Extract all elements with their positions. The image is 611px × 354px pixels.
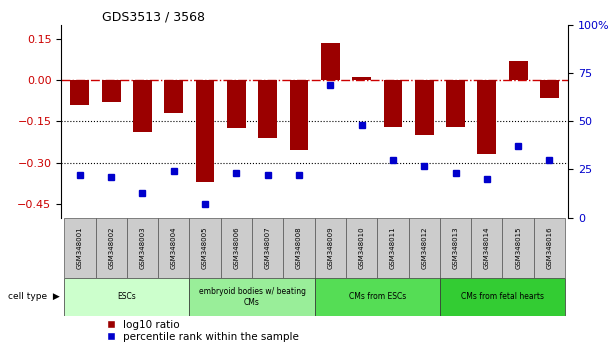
Text: GSM348003: GSM348003: [139, 226, 145, 269]
FancyBboxPatch shape: [346, 218, 377, 278]
FancyBboxPatch shape: [189, 278, 315, 316]
Text: GSM348012: GSM348012: [421, 226, 427, 269]
Bar: [384, 80, 402, 127]
FancyBboxPatch shape: [64, 278, 189, 316]
FancyBboxPatch shape: [189, 218, 221, 278]
Text: GSM348006: GSM348006: [233, 226, 240, 269]
Text: GSM348014: GSM348014: [484, 226, 490, 269]
Text: GSM348011: GSM348011: [390, 226, 396, 269]
FancyBboxPatch shape: [440, 218, 471, 278]
FancyBboxPatch shape: [284, 218, 315, 278]
Bar: [133, 80, 152, 132]
Text: GSM348007: GSM348007: [265, 226, 271, 269]
Text: GSM348001: GSM348001: [77, 226, 83, 269]
FancyBboxPatch shape: [252, 218, 284, 278]
Bar: [540, 80, 559, 98]
Text: GDS3513 / 3568: GDS3513 / 3568: [101, 11, 205, 24]
Bar: [415, 80, 434, 135]
FancyBboxPatch shape: [377, 218, 409, 278]
FancyBboxPatch shape: [440, 278, 565, 316]
Text: GSM348005: GSM348005: [202, 226, 208, 269]
Bar: [258, 80, 277, 138]
FancyBboxPatch shape: [221, 218, 252, 278]
FancyBboxPatch shape: [64, 218, 95, 278]
FancyBboxPatch shape: [158, 218, 189, 278]
Bar: [164, 80, 183, 113]
Text: GSM348009: GSM348009: [327, 226, 334, 269]
Bar: [446, 80, 465, 127]
Bar: [70, 80, 89, 105]
Text: GSM348002: GSM348002: [108, 226, 114, 269]
Text: embryoid bodies w/ beating
CMs: embryoid bodies w/ beating CMs: [199, 287, 306, 307]
FancyBboxPatch shape: [315, 218, 346, 278]
FancyBboxPatch shape: [534, 218, 565, 278]
Text: GSM348008: GSM348008: [296, 226, 302, 269]
Text: GSM348004: GSM348004: [171, 226, 177, 269]
Text: ESCs: ESCs: [117, 292, 136, 301]
FancyBboxPatch shape: [409, 218, 440, 278]
Bar: [227, 80, 246, 128]
Bar: [102, 80, 120, 102]
FancyBboxPatch shape: [502, 218, 534, 278]
FancyBboxPatch shape: [95, 218, 127, 278]
Legend: log10 ratio, percentile rank within the sample: log10 ratio, percentile rank within the …: [107, 320, 298, 342]
Bar: [477, 80, 496, 154]
Text: GSM348015: GSM348015: [515, 226, 521, 269]
Bar: [196, 80, 214, 182]
FancyBboxPatch shape: [315, 278, 440, 316]
Text: GSM348016: GSM348016: [546, 226, 552, 269]
FancyBboxPatch shape: [127, 218, 158, 278]
Text: CMs from fetal hearts: CMs from fetal hearts: [461, 292, 544, 301]
Bar: [290, 80, 309, 150]
Text: cell type  ▶: cell type ▶: [8, 292, 59, 301]
Bar: [321, 43, 340, 80]
Text: GSM348013: GSM348013: [453, 226, 458, 269]
Bar: [509, 61, 527, 80]
FancyBboxPatch shape: [471, 218, 502, 278]
Bar: [352, 77, 371, 80]
Text: GSM348010: GSM348010: [359, 226, 365, 269]
Text: CMs from ESCs: CMs from ESCs: [349, 292, 406, 301]
